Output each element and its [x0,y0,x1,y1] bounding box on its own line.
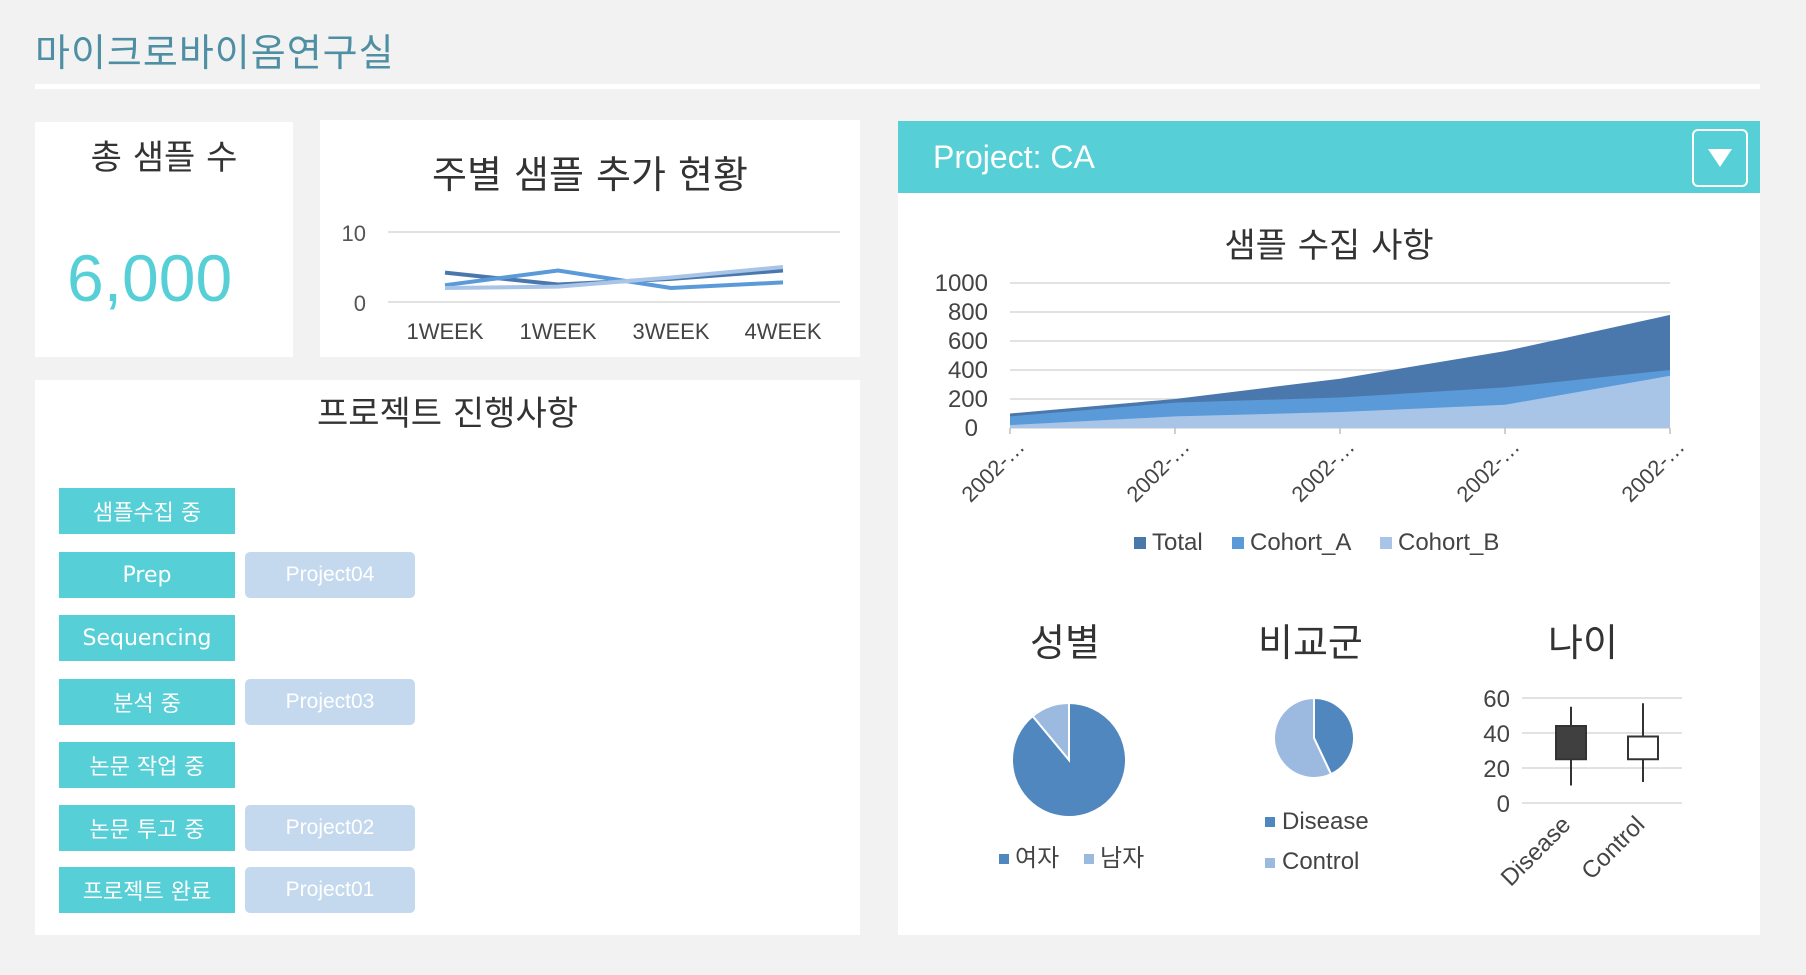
y-tick-label: 40 [1483,721,1510,748]
stage-complete[interactable]: 프로젝트 완료 [59,867,235,913]
weekly-series-line [444,268,784,291]
legend-label: Control [1282,848,1359,875]
group-pie-chart [1273,696,1355,779]
area-series-cohort-b [1010,375,1670,428]
x-tick-label: 1WEEK [406,319,483,344]
y-tick-label: 20 [1483,756,1510,783]
y-tick-label: 600 [948,328,988,355]
stage-sequencing[interactable]: Sequencing [59,615,235,661]
total-samples-card: 총 샘플 수 6,000 [35,122,293,357]
weekly-chart-card: 주별 샘플 추가 현황 10 0 1WEEK 1WEEK 3WEEK 4WEEK [320,120,860,357]
x-tick-label: 2002-… [1452,434,1525,507]
candle-box-disease [1555,725,1587,761]
group-legend: Disease Control [1265,808,1369,875]
stage-submission[interactable]: 논문 투고 중 [59,805,235,851]
y-tick-label: 60 [1483,686,1510,713]
stage-analysis[interactable]: 분석 중 [59,679,235,725]
collection-chart: 1000 800 600 400 200 0 2002-… 2002-… 200… [935,270,1690,556]
x-tick-label: 3WEEK [632,319,709,344]
triangle-down-icon [1708,149,1732,167]
pie-slice-1 [1273,696,1333,779]
weekly-chart-title: 주별 샘플 추가 현황 [432,153,748,197]
total-samples-label: 총 샘플 수 [90,138,238,178]
group-chart-title: 비교군 [1258,621,1363,665]
project-progress-card: 프로젝트 진행사항 샘플수집 중 Prep Project04 Sequenci… [35,380,860,935]
title-divider [35,84,1760,89]
legend-label: Disease [1282,808,1369,835]
age-chart: 60 40 20 0 Disease Control [1483,686,1682,892]
project-label: Project: CA [933,139,1095,175]
project-tag[interactable]: Project02 [245,805,415,851]
gender-chart-title: 성별 [1030,621,1100,665]
pie-slice-0 [1313,696,1355,776]
total-samples-value: 6,000 [67,241,233,315]
legend-label: 여자 [1015,845,1059,872]
project-banner: Project: CA [898,121,1760,193]
age-chart-title: 나이 [1548,621,1618,665]
stage-writing[interactable]: 논문 작업 중 [59,742,235,788]
x-tick-label: 2002-… [1122,434,1195,507]
legend-swatch-female [999,854,1009,864]
weekly-series-line [444,265,784,290]
y-tick-label: 0 [354,291,366,316]
legend-label: 남자 [1100,845,1144,872]
y-tick-label: 10 [342,221,366,246]
project-tag[interactable]: Project04 [245,552,415,598]
stage-sample-collection[interactable]: 샘플수집 중 [59,488,235,534]
y-tick-label: 1000 [935,270,988,297]
project-dropdown-button[interactable] [1692,129,1748,187]
x-tick-label: 4WEEK [744,319,821,344]
y-tick-label: 0 [965,415,978,442]
legend-swatch-cohort-b [1380,537,1392,549]
y-tick-label: 200 [948,386,988,413]
legend-swatch-control [1265,858,1275,868]
stage-prep[interactable]: Prep [59,552,235,598]
weekly-chart: 10 0 1WEEK 1WEEK 3WEEK 4WEEK [342,221,840,344]
legend-swatch-male [1084,854,1094,864]
legend-label: Cohort_B [1398,529,1499,556]
page-title: 마이크로바이옴연구실 [35,31,395,75]
y-tick-label: 800 [948,299,988,326]
project-tag[interactable]: Project03 [245,679,415,725]
x-tick-label: Control [1576,811,1650,885]
y-tick-label: 400 [948,357,988,384]
x-tick-label: 2002-… [1617,434,1690,507]
x-tick-label: 2002-… [1287,434,1360,507]
progress-title: 프로젝트 진행사항 [316,394,579,434]
x-tick-label: 1WEEK [519,319,596,344]
project-tag[interactable]: Project01 [245,867,415,913]
gender-legend: 여자 남자 [999,845,1144,872]
legend-swatch-disease [1265,817,1275,827]
pie-slice-1 [1031,701,1070,763]
legend-label: Total [1152,529,1203,556]
collection-chart-title: 샘플 수집 사항 [1224,226,1434,266]
legend-swatch-cohort-a [1232,537,1244,549]
x-tick-label: Disease [1496,811,1576,891]
gender-pie-chart [1011,701,1127,818]
x-tick-label: 2002-… [957,434,1030,507]
candle-box-control [1627,735,1659,761]
legend-label: Cohort_A [1250,529,1351,556]
y-tick-label: 0 [1497,791,1510,818]
legend-swatch-total [1134,537,1146,549]
